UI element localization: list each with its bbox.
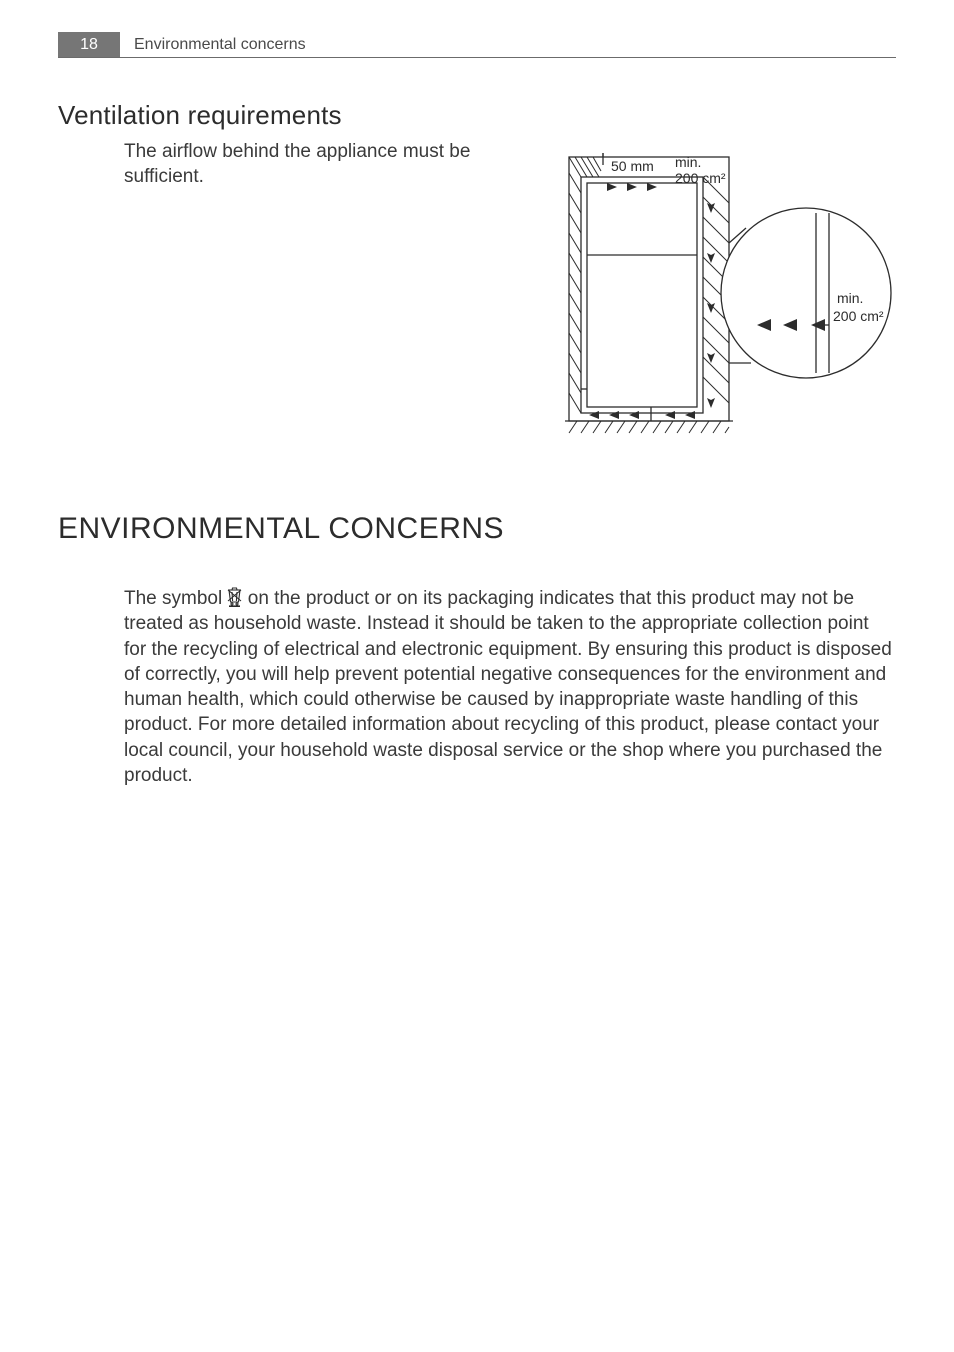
environmental-paragraph: The symbol on the product or on its pack… [58,586,896,788]
running-title: Environmental concerns [120,32,306,57]
label-top-min: min. [675,154,701,170]
page: 18 Environmental concerns Ventilation re… [0,0,954,1352]
ventilation-section: Ventilation requirements The airflow beh… [58,100,896,448]
ventilation-text: The airflow behind the appliance must be… [58,139,533,448]
running-header: 18 Environmental concerns [58,32,896,58]
weee-bin-icon [227,587,242,607]
label-50mm: 50 mm [611,158,654,174]
para-before-icon: The symbol [124,588,227,609]
page-number: 18 [58,32,120,57]
environmental-heading: ENVIRONMENTAL CONCERNS [58,512,896,546]
para-after-icon: on the product or on its packaging indic… [124,588,892,786]
ventilation-svg: 50 mm min. 200 cm² min. 200 cm² [551,143,896,443]
ventilation-diagram: 50 mm min. 200 cm² min. 200 cm² [551,139,896,448]
label-side-area: 200 cm² [833,308,884,324]
label-top-area: 200 cm² [675,170,726,186]
label-side-min: min. [837,290,863,306]
ventilation-row: The airflow behind the appliance must be… [58,139,896,448]
ventilation-heading: Ventilation requirements [58,100,896,131]
